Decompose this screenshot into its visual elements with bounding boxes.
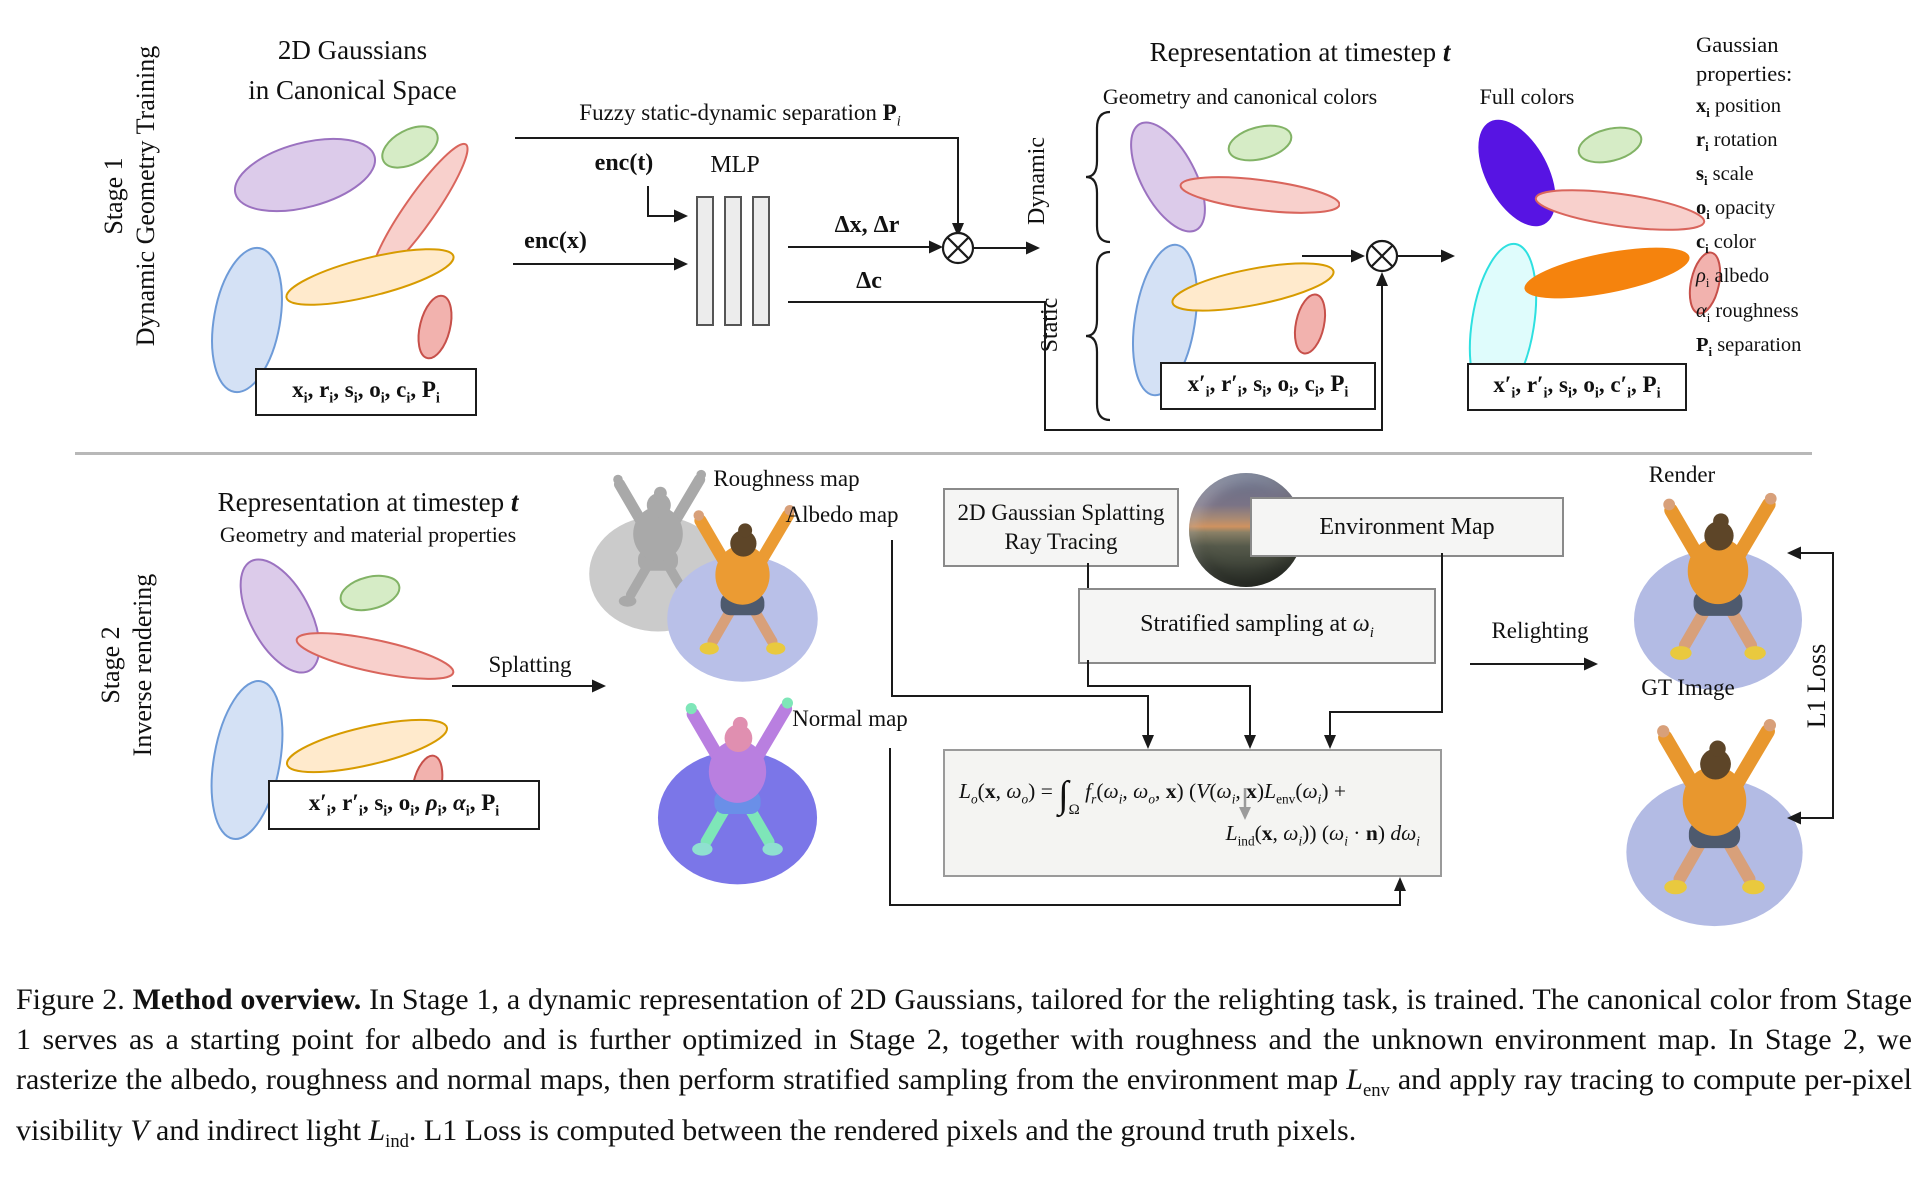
render-image xyxy=(1618,485,1818,695)
environment-map-box-label: Environment Map xyxy=(1319,514,1495,540)
raytracing-box-line1: 2D Gaussian Splatting xyxy=(957,499,1165,525)
figure-caption: Figure 2. Method overview. In Stage 1, a… xyxy=(16,983,1913,1152)
canonical-title-line1: 2D Gaussians xyxy=(277,35,428,65)
albedo-map-image xyxy=(655,492,830,692)
full-colors-gaussians-illustration xyxy=(1455,105,1755,425)
gt-image-label: GT Image xyxy=(1641,675,1735,700)
static-params-box: x′i, r′i, si, oi, ci, Pi xyxy=(1160,362,1376,410)
stage1-label-line2: Dynamic Geometry Training xyxy=(131,45,160,347)
canonical-params-box: xi, ri, si, oi, ci, Pi xyxy=(255,368,477,416)
geometry-canonical-colors-label: Geometry and canonical colors xyxy=(1102,84,1378,109)
canonical-title-line2: in Canonical Space xyxy=(248,75,457,105)
stratified-sampling-box-label: Stratified sampling at ωi xyxy=(1140,611,1374,642)
l1-loss-label: L1 Loss xyxy=(1802,643,1832,729)
fuzzy-separation-label: Fuzzy static-dynamic separation Pi xyxy=(579,100,901,130)
stage1-label-line1: Stage 1 xyxy=(99,157,129,235)
gaussian-properties-panel: Gaussian properties: xi position ri rota… xyxy=(1696,30,1928,366)
stage2-gaussians-illustration xyxy=(185,548,485,878)
property-item: ri rotation xyxy=(1696,129,1778,155)
property-item: αi roughness xyxy=(1696,299,1799,325)
property-item: ci color xyxy=(1696,231,1756,257)
splatting-label: Splatting xyxy=(488,652,572,677)
enc-x-label: enc(x) xyxy=(524,228,587,254)
enc-t-label: enc(t) xyxy=(594,150,654,176)
full-colors-label: Full colors xyxy=(1479,84,1575,109)
roughness-map-label: Roughness map xyxy=(713,466,860,491)
stratified-sampling-box: Stratified sampling at ωi xyxy=(1078,588,1436,664)
render-label: Render xyxy=(1648,462,1716,487)
property-item: Pi separation xyxy=(1696,333,1802,359)
mlp-label: MLP xyxy=(710,152,760,178)
material-properties-label: Geometry and material properties xyxy=(219,522,517,547)
static-group-label: Static xyxy=(1037,297,1064,353)
dynamic-group-label: Dynamic xyxy=(1024,137,1051,225)
stage-divider xyxy=(75,452,1812,455)
multiply-node-icon xyxy=(1365,239,1399,273)
mlp-layers-icon xyxy=(696,196,770,326)
normal-map-label: Normal map xyxy=(792,706,908,731)
relighting-label: Relighting xyxy=(1491,618,1589,643)
stage2-timestep-title: Representation at timestep t xyxy=(217,487,519,517)
albedo-map-label: Albedo map xyxy=(785,502,899,527)
raytracing-box: 2D Gaussian Splatting Ray Tracing xyxy=(943,488,1179,567)
property-item: ρi albedo xyxy=(1696,265,1770,291)
rendering-equation-box: Lo(x, ωo) = ∫Ω fr(ωi, ωo, x) (V(ωi, x)Le… xyxy=(943,749,1442,877)
dynamic-gaussians-illustration xyxy=(1110,105,1340,250)
equation-line1: Lo(x, ωo) = ∫Ω fr(ωi, ωo, x) (V(ωi, x)Le… xyxy=(959,774,1347,818)
property-item: si scale xyxy=(1696,163,1754,189)
full-params-box: x′i, r′i, si, oi, c′i, Pi xyxy=(1467,363,1687,411)
environment-map-box: Environment Map xyxy=(1250,497,1564,557)
stage2-side-label: Stage 2 Inverse rendering xyxy=(92,500,162,830)
delta-c-label: Δc xyxy=(856,268,882,294)
gt-image xyxy=(1612,710,1817,932)
normal-map-image xyxy=(645,682,830,897)
stage2-params-box: x′i, r′i, si, oi, ρi, αi, Pi xyxy=(268,780,540,830)
stage2-label-line1: Stage 2 xyxy=(96,626,126,704)
multiply-node-icon xyxy=(941,231,975,265)
equation-line2: Lind(x, ωi)) (ωi · n) dωi xyxy=(1225,821,1420,849)
properties-title-line1: Gaussian xyxy=(1696,32,1779,57)
raytracing-box-line2: Ray Tracing xyxy=(1004,528,1118,554)
delta-x-r-label: Δx, Δr xyxy=(834,212,900,238)
property-item: oi opacity xyxy=(1696,197,1776,223)
canonical-gaussians-illustration xyxy=(185,105,485,425)
stage1-side-label: Stage 1 Dynamic Geometry Training xyxy=(95,16,165,376)
properties-title-line2: properties: xyxy=(1696,61,1793,86)
stage2-label-line2: Inverse rendering xyxy=(128,573,157,757)
property-item: xi position xyxy=(1696,95,1781,121)
stage1-timestep-title: Representation at timestep t xyxy=(1149,37,1451,67)
canonical-space-title: 2D Gaussians in Canonical Space xyxy=(200,30,505,110)
dynamic-static-braces xyxy=(1085,110,1111,422)
